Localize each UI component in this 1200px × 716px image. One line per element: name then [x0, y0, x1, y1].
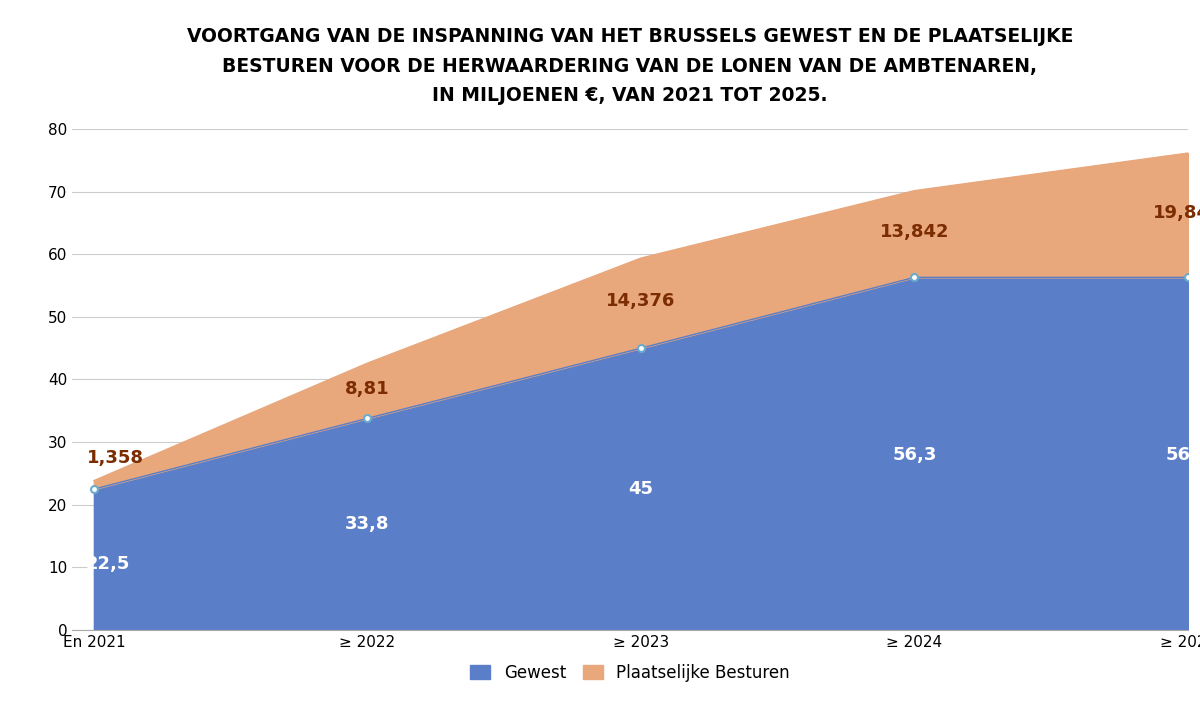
Text: 19,842: 19,842: [1153, 205, 1200, 223]
Text: 45: 45: [629, 480, 654, 498]
Text: 33,8: 33,8: [346, 515, 390, 533]
Text: 22,5: 22,5: [85, 556, 130, 574]
Legend: Gewest, Plaatselijke Besturen: Gewest, Plaatselijke Besturen: [470, 664, 790, 682]
Text: 56,3: 56,3: [893, 445, 937, 464]
Text: 8,81: 8,81: [346, 380, 390, 398]
Text: 13,842: 13,842: [880, 223, 949, 241]
Text: 14,376: 14,376: [606, 292, 676, 310]
Text: 56,3: 56,3: [1166, 445, 1200, 464]
Title: VOORTGANG VAN DE INSPANNING VAN HET BRUSSELS GEWEST EN DE PLAATSELIJKE
BESTUREN : VOORTGANG VAN DE INSPANNING VAN HET BRUS…: [187, 27, 1073, 105]
Text: 1,358: 1,358: [88, 449, 144, 467]
